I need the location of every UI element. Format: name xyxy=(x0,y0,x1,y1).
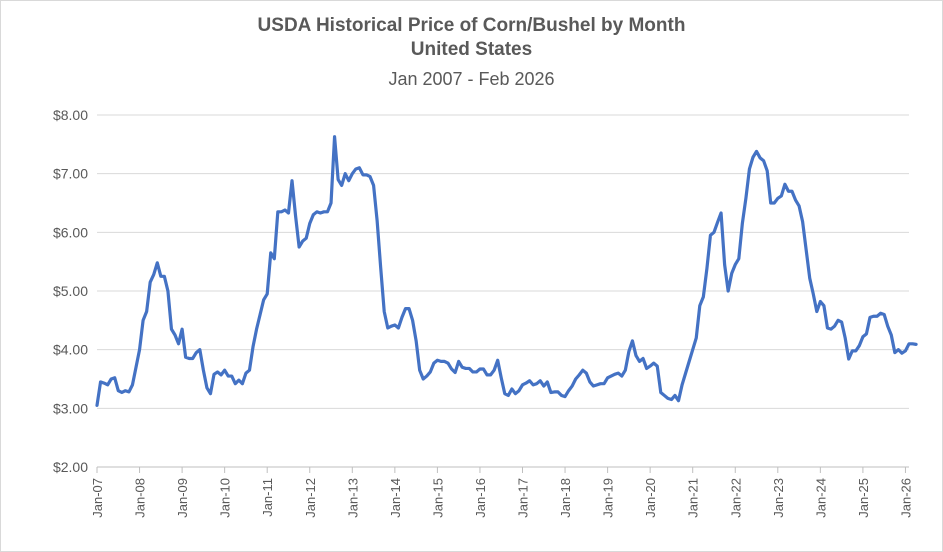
x-tick-label: Jan-07 xyxy=(90,478,105,518)
x-tick-label: Jan-13 xyxy=(345,478,360,518)
y-tick-label: $7.00 xyxy=(53,166,88,182)
x-tick-label: Jan-21 xyxy=(686,478,701,518)
x-tick-label: Jan-15 xyxy=(430,478,445,518)
series-line-corn-price xyxy=(95,135,918,407)
chart-title: USDA Historical Price of Corn/Bushel by … xyxy=(257,15,686,36)
y-tick-label: $5.00 xyxy=(53,283,88,299)
chart-subtitle: United States xyxy=(410,39,533,60)
x-tick-label: Jan-18 xyxy=(558,478,573,518)
x-tick-label: Jan-20 xyxy=(643,478,658,518)
x-tick-label: Jan-24 xyxy=(813,478,828,518)
x-tick-label: Jan-16 xyxy=(473,478,488,518)
y-tick-label: $8.00 xyxy=(53,107,88,123)
y-axis: $2.00 $3.00 $4.00 $5.00 $6.00 $7.00 $8.00 xyxy=(53,107,88,475)
y-tick-label: $6.00 xyxy=(53,224,88,240)
x-tick-label: Jan-25 xyxy=(856,478,871,518)
x-tick-label: Jan-22 xyxy=(728,478,743,518)
x-axis: Jan-07 Jan-08 Jan-09 Jan-10 Jan-11 Jan-12 Jan-… xyxy=(90,466,913,518)
x-tick-label: Jan-11 xyxy=(260,478,275,517)
gridlines xyxy=(97,114,909,409)
x-tick-label: Jan-23 xyxy=(771,478,786,518)
series-layer xyxy=(95,135,918,407)
x-tick-label: Jan-17 xyxy=(516,478,531,518)
y-tick-label: $4.00 xyxy=(53,342,88,358)
x-tick-label: Jan-12 xyxy=(303,478,318,518)
y-tick-label: $2.00 xyxy=(53,459,88,475)
y-tick-label: $3.00 xyxy=(53,400,88,416)
x-tick-label: Jan-26 xyxy=(898,478,913,518)
chart-date-range: Jan 2007 - Feb 2026 xyxy=(388,69,555,89)
chart-title-block: USDA Historical Price of Corn/Bushel by … xyxy=(0,14,943,92)
x-tick-label: Jan-14 xyxy=(388,478,403,518)
x-tick-label: Jan-08 xyxy=(133,478,148,518)
x-tick-label: Jan-10 xyxy=(218,478,233,518)
x-tick-label: Jan-19 xyxy=(601,478,616,518)
x-tick-label: Jan-09 xyxy=(175,478,190,518)
